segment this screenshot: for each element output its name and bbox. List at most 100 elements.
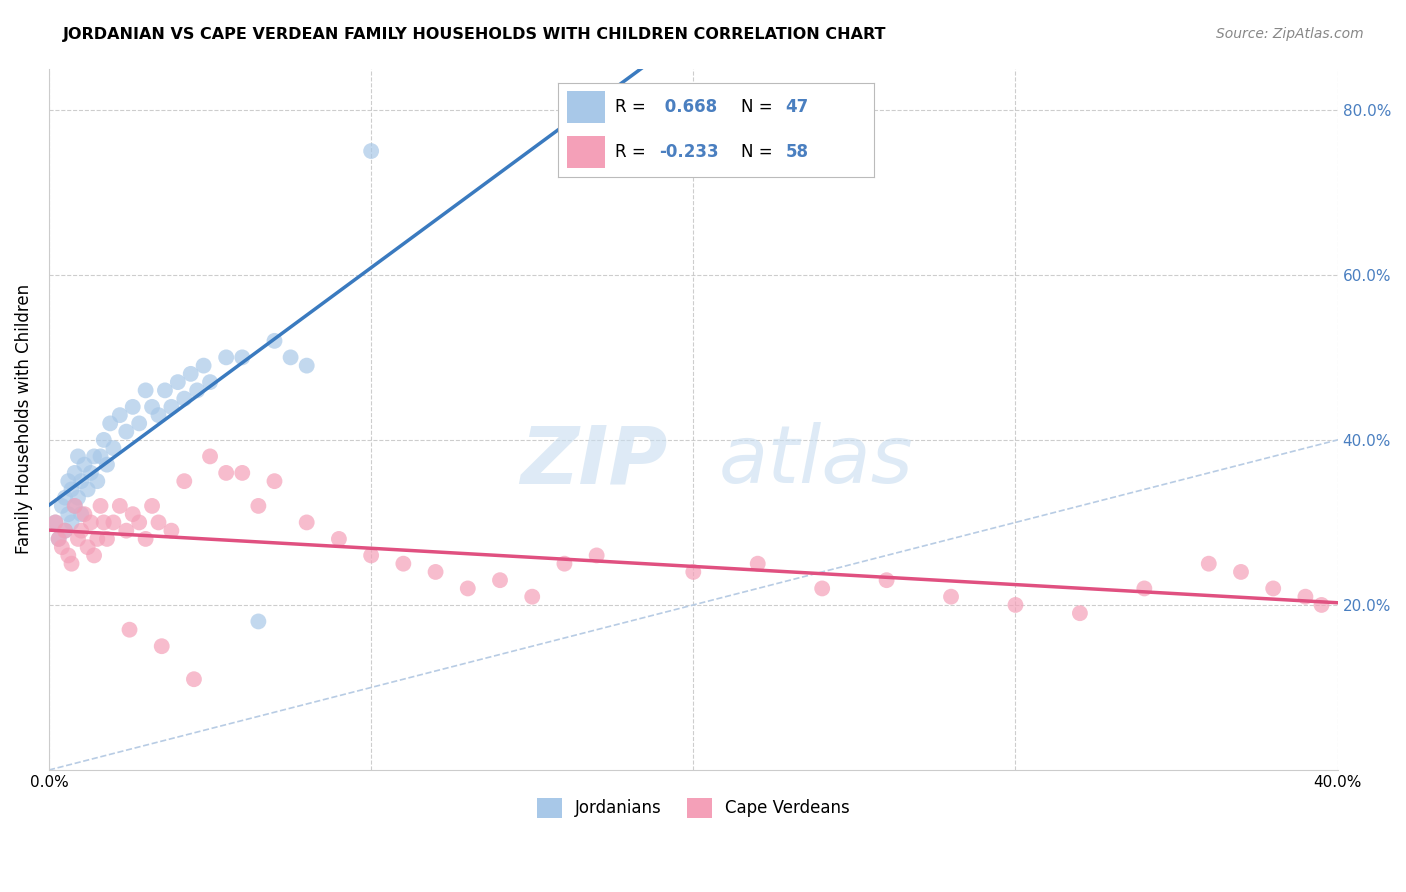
- Point: [360, 549, 382, 563]
- Point: [63, 466, 86, 480]
- Point: [585, 549, 607, 563]
- Point: [103, 441, 125, 455]
- Point: [392, 557, 415, 571]
- Point: [148, 408, 170, 422]
- Point: [44, 516, 66, 530]
- Point: [1294, 590, 1316, 604]
- Point: [96, 458, 118, 472]
- Point: [180, 367, 202, 381]
- Point: [1069, 606, 1091, 620]
- Point: [231, 351, 253, 365]
- Point: [247, 615, 270, 629]
- Point: [263, 474, 285, 488]
- Point: [280, 351, 302, 365]
- Point: [44, 516, 66, 530]
- Point: [115, 524, 138, 538]
- Point: [83, 549, 105, 563]
- Point: [80, 466, 103, 480]
- Point: [247, 499, 270, 513]
- Point: [73, 507, 96, 521]
- Point: [193, 359, 215, 373]
- Point: [1133, 582, 1156, 596]
- Point: [76, 540, 98, 554]
- Point: [141, 400, 163, 414]
- Point: [53, 524, 76, 538]
- Point: [1230, 565, 1253, 579]
- Point: [51, 499, 73, 513]
- Point: [121, 400, 143, 414]
- Point: [98, 417, 121, 431]
- Y-axis label: Family Households with Children: Family Households with Children: [15, 285, 32, 554]
- Point: [295, 359, 318, 373]
- Point: [96, 532, 118, 546]
- Point: [66, 491, 89, 505]
- Point: [148, 516, 170, 530]
- Point: [58, 507, 80, 521]
- Point: [118, 623, 141, 637]
- Point: [115, 425, 138, 439]
- Point: [360, 144, 382, 158]
- Point: [63, 499, 86, 513]
- Point: [183, 672, 205, 686]
- Point: [160, 524, 183, 538]
- Point: [425, 565, 447, 579]
- Point: [66, 450, 89, 464]
- Point: [86, 474, 108, 488]
- Point: [489, 573, 512, 587]
- Point: [66, 532, 89, 546]
- Point: [263, 334, 285, 348]
- Point: [51, 540, 73, 554]
- Point: [80, 516, 103, 530]
- Point: [70, 507, 93, 521]
- Point: [522, 590, 544, 604]
- Point: [1004, 598, 1026, 612]
- Point: [60, 483, 83, 497]
- Point: [70, 524, 93, 538]
- Point: [1310, 598, 1333, 612]
- Point: [141, 499, 163, 513]
- Point: [121, 507, 143, 521]
- Point: [60, 557, 83, 571]
- Point: [63, 499, 86, 513]
- Point: [173, 474, 195, 488]
- Point: [53, 524, 76, 538]
- Point: [747, 557, 769, 571]
- Point: [166, 375, 188, 389]
- Point: [553, 557, 575, 571]
- Point: [93, 516, 115, 530]
- Point: [76, 483, 98, 497]
- Point: [58, 474, 80, 488]
- Text: atlas: atlas: [718, 422, 914, 500]
- Point: [1198, 557, 1220, 571]
- Point: [53, 491, 76, 505]
- Point: [160, 400, 183, 414]
- Point: [48, 532, 70, 546]
- Point: [198, 375, 221, 389]
- Point: [198, 450, 221, 464]
- Point: [153, 384, 176, 398]
- Point: [93, 433, 115, 447]
- Point: [186, 384, 208, 398]
- Point: [231, 466, 253, 480]
- Point: [128, 516, 150, 530]
- Point: [70, 474, 93, 488]
- Point: [89, 499, 111, 513]
- Point: [60, 516, 83, 530]
- Point: [135, 384, 157, 398]
- Point: [135, 532, 157, 546]
- Point: [682, 565, 704, 579]
- Text: Source: ZipAtlas.com: Source: ZipAtlas.com: [1216, 27, 1364, 41]
- Point: [86, 532, 108, 546]
- Point: [108, 499, 131, 513]
- Point: [295, 516, 318, 530]
- Point: [83, 450, 105, 464]
- Text: ZIP: ZIP: [520, 422, 668, 500]
- Point: [150, 639, 173, 653]
- Point: [457, 582, 479, 596]
- Text: JORDANIAN VS CAPE VERDEAN FAMILY HOUSEHOLDS WITH CHILDREN CORRELATION CHART: JORDANIAN VS CAPE VERDEAN FAMILY HOUSEHO…: [63, 27, 887, 42]
- Point: [328, 532, 350, 546]
- Point: [1263, 582, 1285, 596]
- Point: [73, 458, 96, 472]
- Point: [876, 573, 898, 587]
- Point: [215, 351, 238, 365]
